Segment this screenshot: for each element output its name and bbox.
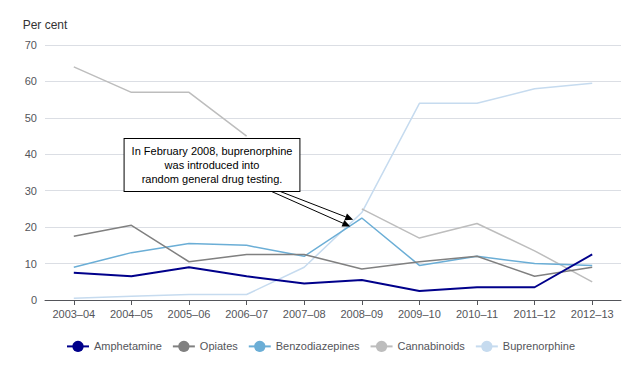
- svg-text:2004–05: 2004–05: [110, 308, 153, 320]
- svg-text:Buprenorphine: Buprenorphine: [503, 340, 575, 352]
- svg-text:10: 10: [25, 258, 37, 270]
- svg-text:Amphetamine: Amphetamine: [94, 340, 162, 352]
- svg-text:2003–04: 2003–04: [52, 308, 95, 320]
- svg-text:2008–09: 2008–09: [340, 308, 383, 320]
- svg-text:2010–11: 2010–11: [456, 308, 498, 320]
- svg-text:random general drug testing.: random general drug testing.: [142, 173, 283, 185]
- svg-text:70: 70: [25, 39, 37, 51]
- svg-text:2007–08: 2007–08: [283, 308, 326, 320]
- svg-text:30: 30: [25, 185, 37, 197]
- svg-text:2005–06: 2005–06: [168, 308, 211, 320]
- svg-text:Benzodiazepines: Benzodiazepines: [276, 340, 360, 352]
- svg-text:60: 60: [25, 75, 37, 87]
- svg-text:Opiates: Opiates: [200, 340, 238, 352]
- svg-text:2006–07: 2006–07: [225, 308, 268, 320]
- svg-text:50: 50: [25, 112, 37, 124]
- svg-text:0: 0: [31, 294, 37, 306]
- svg-text:40: 40: [25, 148, 37, 160]
- svg-text:20: 20: [25, 221, 37, 233]
- svg-text:was introduced into: was introduced into: [164, 159, 260, 171]
- svg-text:Cannabinoids: Cannabinoids: [398, 340, 466, 352]
- svg-text:2012–13: 2012–13: [571, 308, 614, 320]
- svg-text:2009–10: 2009–10: [398, 308, 441, 320]
- svg-text:Per cent: Per cent: [23, 18, 68, 32]
- svg-text:2011–12: 2011–12: [514, 308, 556, 320]
- svg-text:In February 2008, buprenorphin: In February 2008, buprenorphine: [132, 145, 293, 157]
